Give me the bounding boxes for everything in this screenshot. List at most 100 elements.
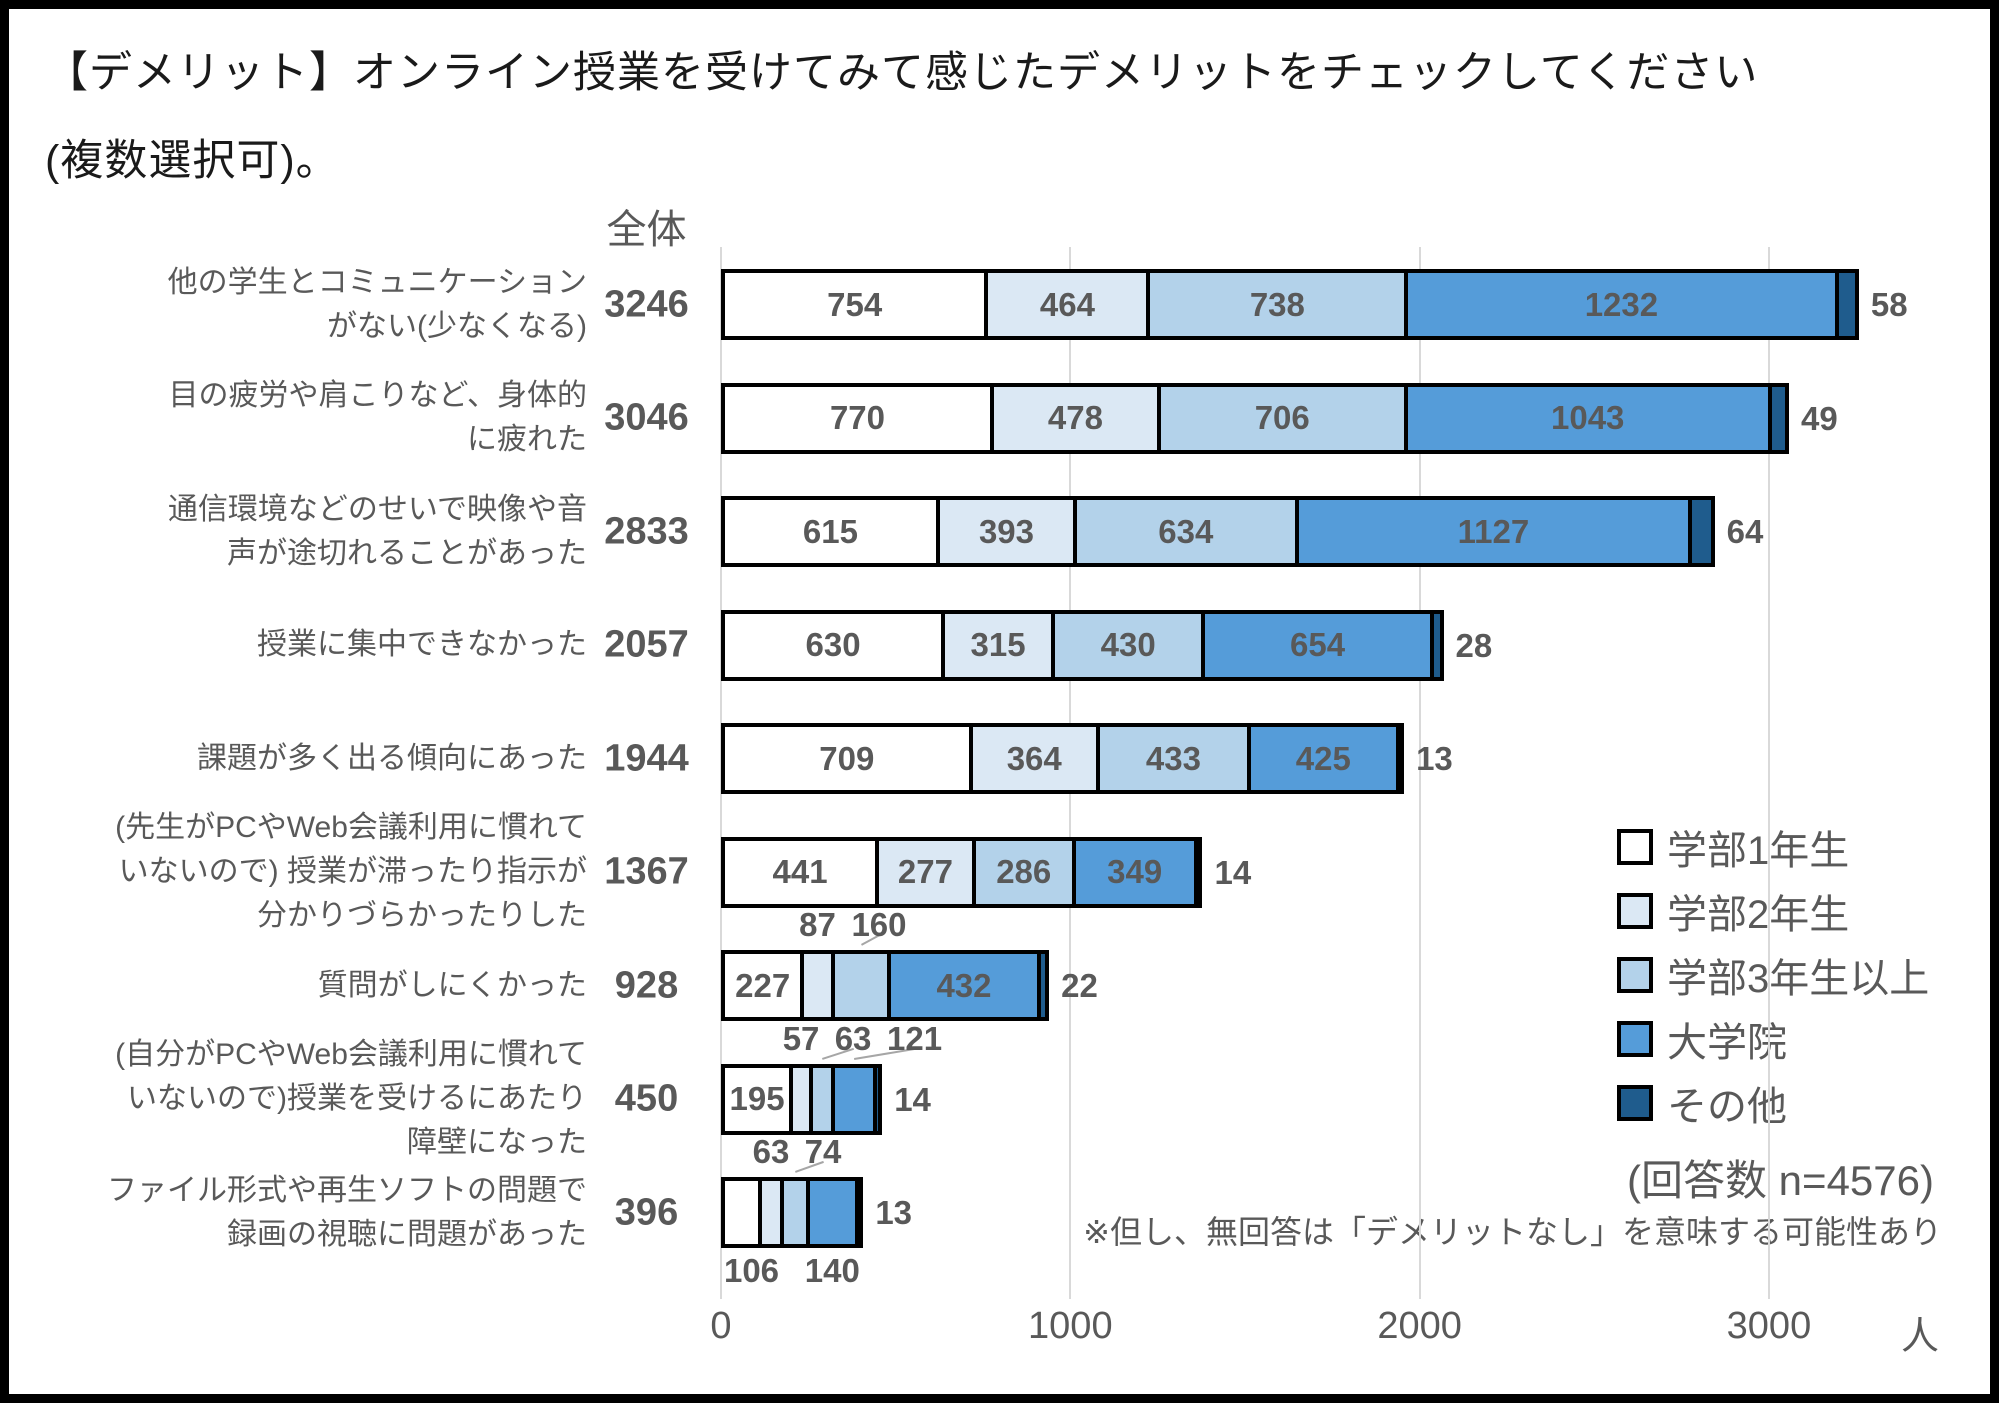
legend-item: 学部2年生 xyxy=(1617,879,1929,943)
category-label-line: 録画の視聴に問題があった xyxy=(227,1217,587,1251)
segment-value-label: 286 xyxy=(996,853,1052,890)
bar-segment: 277 xyxy=(877,838,974,906)
bar-segment xyxy=(1195,838,1201,906)
segment-value-label: 160 xyxy=(851,906,907,943)
total-value: 2057 xyxy=(604,623,689,666)
bar-row: 106 63 74 140 13 xyxy=(721,1133,1974,1289)
bar-row: 441 277 286 349 14 xyxy=(721,836,1974,908)
category-label-line: いないので)授業を受けるにあたり xyxy=(127,1082,587,1115)
segment-value-label: 227 xyxy=(735,966,791,1004)
segment-value-label: 349 xyxy=(1107,853,1163,890)
category-label: 課題が多く出る傾向にあった xyxy=(19,737,587,781)
bar-segment: 654 xyxy=(1203,611,1432,679)
stacked-bar: 195 xyxy=(721,1063,883,1135)
segment-value-label: 87 xyxy=(799,906,836,943)
segment-value-label: 195 xyxy=(729,1080,785,1117)
bar-segment: 433 xyxy=(1097,725,1250,792)
footnote: ※但し、無回答は「デメリットなし」を意味する可能性あり xyxy=(1083,1214,1942,1250)
total-value: 2833 xyxy=(604,510,689,552)
bar-segment: 364 xyxy=(970,725,1098,792)
stacked-bar: 615 393 634 1127 xyxy=(721,496,1715,567)
legend-swatch xyxy=(1617,829,1653,865)
total-value: 396 xyxy=(614,1191,679,1233)
segment-value-label: 49 xyxy=(1801,399,1838,437)
category-label-line: 課題が多く出る傾向にあった xyxy=(197,741,587,775)
stacked-bar: 630 315 430 654 xyxy=(721,609,1444,681)
category-label: 授業に集中できなかった xyxy=(19,623,587,667)
bar-segment xyxy=(782,1179,808,1246)
segment-value-label: 106 xyxy=(723,1252,780,1289)
category-label-line: がない(少なくなる) xyxy=(327,309,587,343)
segment-value-label: 140 xyxy=(804,1252,860,1289)
bar-segment: 349 xyxy=(1073,838,1196,906)
segment-value-label: 770 xyxy=(829,399,886,436)
bar-segment: 754 xyxy=(723,271,987,338)
legend-label: 学部3年生以上 xyxy=(1667,957,1930,1001)
category-label: 他の学生とコミュニケーション がない(少なくなる) xyxy=(19,261,587,349)
axis-unit-label: 人 xyxy=(1900,1316,1940,1358)
bar-row: 630 315 430 654 28 xyxy=(721,609,1974,681)
segment-value-label: 464 xyxy=(1039,285,1095,323)
segment-value-label: 432 xyxy=(936,966,992,1004)
segment-value-label: 315 xyxy=(970,626,1026,663)
segment-value-label: 630 xyxy=(805,626,861,663)
category-label: (自分がPCやWeb会議利用に慣れて いないので)授業を受けるにあたり 障壁になった xyxy=(19,1033,587,1165)
legend-item: 学部1年生 xyxy=(1617,815,1929,879)
bar-segment xyxy=(875,1065,881,1133)
category-label: 通信環境などのせいで映像や音 声が途切れることがあった xyxy=(19,488,587,576)
axis-tick-label: 1000 xyxy=(1028,1305,1113,1347)
bar-segment xyxy=(1397,725,1403,792)
bar-segment: 634 xyxy=(1075,498,1297,565)
category-label-line: に疲れた xyxy=(467,423,587,456)
legend-label: その他 xyxy=(1667,1085,1787,1129)
segment-value-label: 1127 xyxy=(1457,512,1530,550)
legend-item: その他 xyxy=(1617,1071,1929,1135)
bar-segment: 706 xyxy=(1158,384,1406,452)
stacked-bar: 441 277 286 349 xyxy=(721,836,1203,908)
total-value: 1367 xyxy=(604,850,689,893)
axis-tick-label: 3000 xyxy=(1726,1305,1812,1347)
segment-value-label: 1232 xyxy=(1584,285,1659,323)
bar-segment: 195 xyxy=(723,1065,792,1133)
bar-segment: 430 xyxy=(1053,611,1204,679)
bar-segment: 227 xyxy=(723,952,803,1019)
plot-area: 0 1000 2000 3000 人 754 464 738 1232 58 770 478 706 10… xyxy=(710,247,1974,1358)
bar-segment: 738 xyxy=(1148,271,1407,338)
segment-value-label: 654 xyxy=(1289,626,1346,663)
bar-segment xyxy=(811,1065,834,1133)
bar-row: 754 464 738 1232 58 xyxy=(721,269,1974,340)
bar-segment xyxy=(833,1065,876,1133)
bar-segment xyxy=(1690,498,1713,565)
segment-value-label: 22 xyxy=(1061,967,1098,1004)
legend-item: 学部3年生以上 xyxy=(1617,943,1929,1007)
category-label-line: 目の疲労や肩こりなど、身体的 xyxy=(168,379,588,412)
bar-segment: 615 xyxy=(723,498,938,565)
segment-value-label: 63 xyxy=(834,1019,872,1057)
bar-segment: 315 xyxy=(943,611,1054,679)
axis-tick-label: 0 xyxy=(710,1305,732,1347)
bar-segment xyxy=(1039,952,1048,1019)
segment-value-label: 634 xyxy=(1158,512,1214,550)
category-label-line: (先生がPCやWeb会議利用に慣れて xyxy=(115,811,587,844)
bar-segment: 286 xyxy=(973,838,1074,906)
segment-value-label: 433 xyxy=(1145,739,1201,777)
segment-value-label: 709 xyxy=(819,739,875,777)
bar-segment: 1043 xyxy=(1405,384,1770,452)
bar-segment: 425 xyxy=(1249,725,1398,792)
stacked-bar: 227 432 xyxy=(721,950,1050,1021)
total-value: 3046 xyxy=(604,396,689,439)
segment-value-label: 58 xyxy=(1870,286,1908,323)
segment-value-label: 63 xyxy=(752,1133,790,1170)
segment-value-label: 615 xyxy=(802,512,858,550)
bar-segment: 464 xyxy=(986,271,1149,338)
segment-value-label: 64 xyxy=(1726,513,1764,550)
chart-title: 【デメリット】オンライン授業を受けてみて感じたデメリットをチェックしてください … xyxy=(45,29,1758,205)
category-label-line: いないので) 授業が滞ったり指示が xyxy=(118,855,587,888)
bar-row: 615 393 634 1127 64 xyxy=(721,496,1974,567)
bar-segment xyxy=(723,1179,761,1246)
category-label-line: 分かりづらかったりした xyxy=(257,899,587,932)
stacked-bar: 709 364 433 425 xyxy=(721,723,1405,794)
segment-value-label: 13 xyxy=(1416,740,1453,777)
segment-value-label: 14 xyxy=(894,1080,931,1118)
segment-value-label: 738 xyxy=(1249,285,1305,323)
